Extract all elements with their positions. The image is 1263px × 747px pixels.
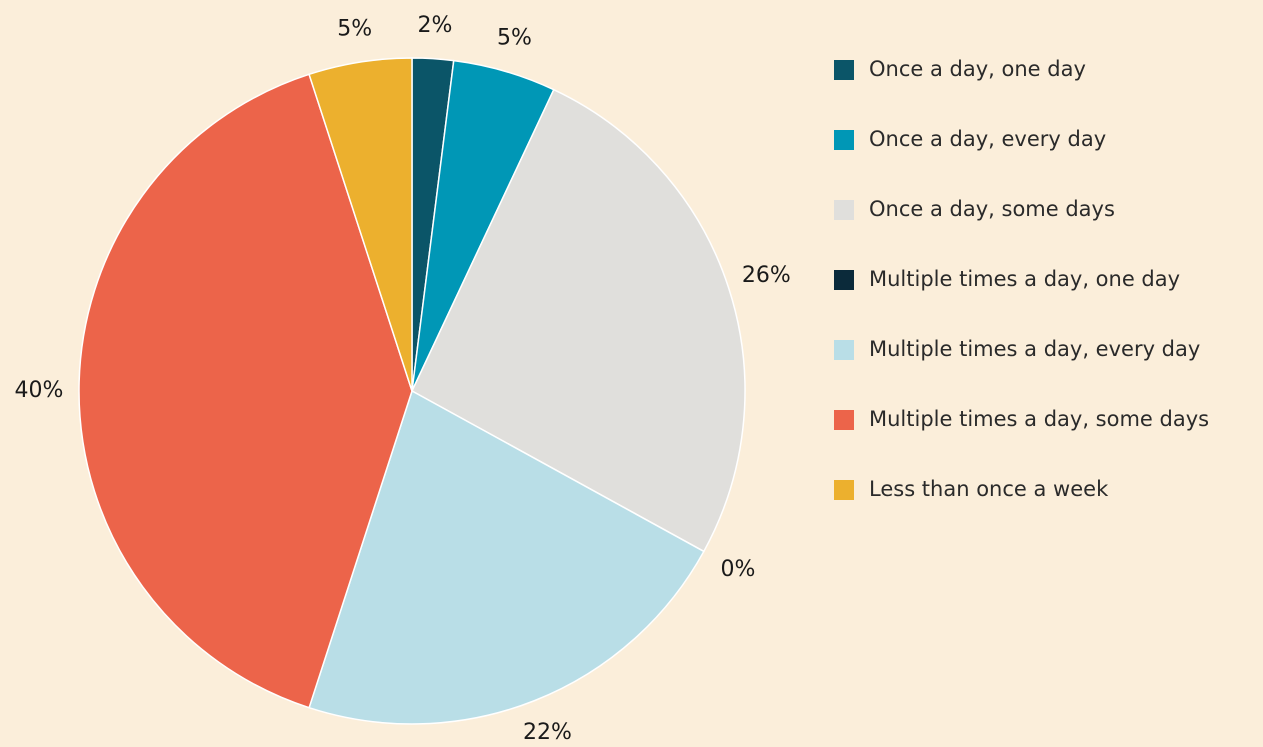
legend-swatch <box>834 410 854 430</box>
data-label: 0% <box>721 557 756 582</box>
data-label: 5% <box>497 25 532 50</box>
legend-label: Multiple times a day, some days <box>869 407 1209 431</box>
data-label: 26% <box>742 263 791 288</box>
data-label: 5% <box>337 16 372 41</box>
legend-swatch <box>834 480 854 500</box>
legend-swatch <box>834 340 854 360</box>
data-label: 40% <box>15 378 64 403</box>
legend-label: Once a day, some days <box>869 197 1115 221</box>
pie-slice <box>78 73 413 709</box>
legend-label: Multiple times a day, every day <box>869 337 1200 361</box>
legend-label: Less than once a week <box>869 477 1109 501</box>
legend-swatch <box>834 200 854 220</box>
pie-slice <box>308 57 413 392</box>
legend-swatch <box>834 130 854 150</box>
legend-label: Multiple times a day, one day <box>869 267 1180 291</box>
legend-label: Once a day, every day <box>869 127 1106 151</box>
data-label: 2% <box>417 13 452 38</box>
pie-slice <box>308 389 705 725</box>
legend-swatch <box>834 270 854 290</box>
data-label: 22% <box>523 720 572 745</box>
legend-label: Once a day, one day <box>869 57 1086 81</box>
legend-swatch <box>834 60 854 80</box>
